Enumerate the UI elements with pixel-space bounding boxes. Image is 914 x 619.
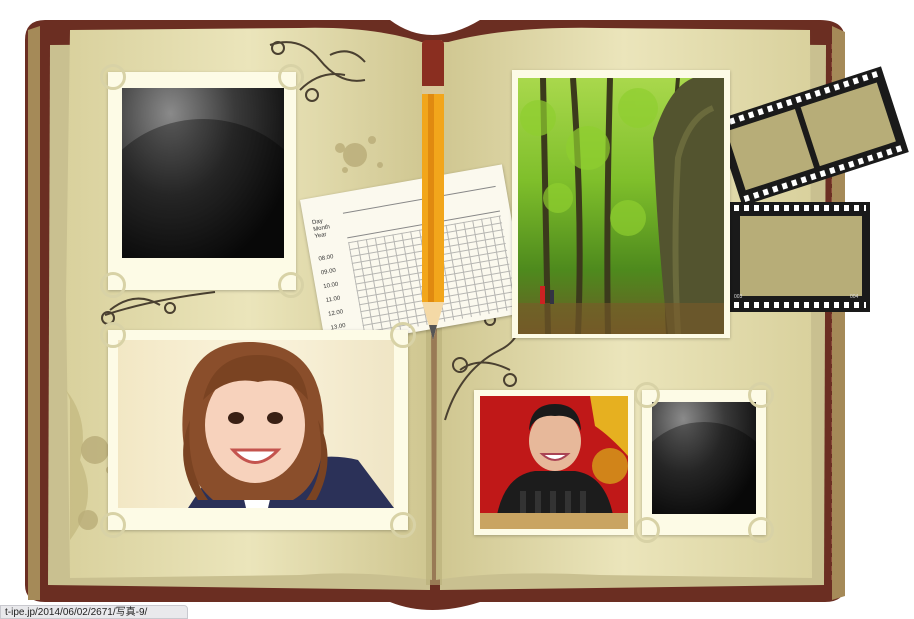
- forest-photo: [518, 78, 724, 334]
- film-frame-label: 004: [850, 294, 859, 300]
- status-bar-url: t-ipe.jp/2014/06/02/2671/写真-9/: [0, 605, 188, 619]
- note-field-year: Year: [314, 231, 328, 240]
- film-frame-label: 003: [734, 294, 743, 300]
- girl-photo: [118, 340, 394, 508]
- photo-frame-man: [474, 390, 634, 535]
- flourish-top: [269, 41, 366, 102]
- man-photo: [480, 396, 628, 529]
- photo-frame-girl: [100, 322, 416, 538]
- photo-frame-bottom-right: [634, 382, 774, 543]
- film-strip-bottom: 003 004: [730, 202, 870, 312]
- empty-photo-placeholder: [652, 402, 756, 514]
- empty-photo-placeholder: [122, 88, 284, 258]
- photo-frame-forest: [512, 70, 730, 338]
- ink-splash: [78, 136, 383, 530]
- pencil-icon: [422, 40, 444, 340]
- photo-frame-top-left: [100, 64, 304, 298]
